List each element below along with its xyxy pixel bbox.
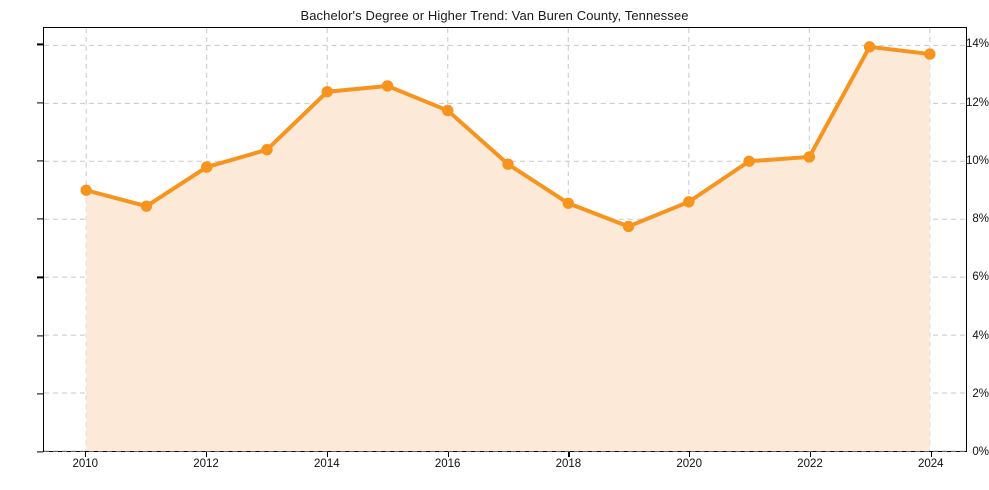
plot-area [43, 27, 967, 452]
x-tick-mark [206, 452, 208, 457]
x-tick-label: 2020 [676, 458, 702, 470]
data-point-marker [562, 197, 574, 209]
x-tick-label: 2016 [434, 458, 461, 470]
data-point-marker [743, 155, 755, 167]
chart-title: Bachelor's Degree or Higher Trend: Van B… [300, 8, 689, 23]
x-tick-mark [447, 452, 449, 457]
x-tick-label: 2024 [917, 458, 944, 470]
x-tick-mark [85, 452, 87, 457]
x-tick-mark [689, 452, 691, 457]
data-point-marker [201, 161, 213, 173]
data-point-marker [80, 184, 92, 196]
x-tick-mark [809, 452, 812, 457]
x-tick-label: 2014 [314, 458, 340, 470]
data-point-marker [924, 48, 936, 60]
area-fill [86, 46, 930, 451]
x-tick-label: 2022 [797, 458, 823, 470]
data-point-marker [622, 220, 635, 233]
x-tick-label: 2018 [555, 458, 582, 470]
x-tick-mark [326, 452, 329, 457]
data-point-marker [502, 158, 514, 170]
data-point-marker [683, 196, 695, 208]
x-tick-label: 2012 [193, 458, 219, 470]
data-point-marker [381, 80, 394, 92]
x-tick-label: 2010 [72, 458, 99, 470]
data-point-marker [803, 151, 816, 163]
data-point-marker [321, 86, 333, 98]
x-tick-mark [930, 452, 932, 457]
data-point-marker [442, 104, 454, 117]
data-series-layer [80, 41, 936, 451]
data-point-marker [261, 144, 273, 156]
data-point-marker [863, 41, 876, 53]
x-tick-mark [568, 452, 570, 457]
data-point-marker [140, 200, 153, 212]
